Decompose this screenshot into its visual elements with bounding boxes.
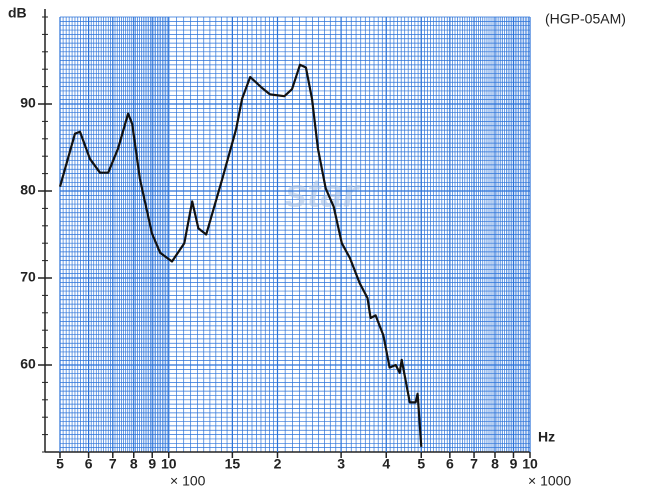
x-axis-label: Hz bbox=[538, 429, 555, 445]
response-curve bbox=[58, 63, 423, 447]
x-tick-label: 9 bbox=[510, 456, 518, 472]
x-tick-label: 4 bbox=[382, 456, 390, 472]
x-tick-label: 10 bbox=[522, 456, 538, 472]
x-tick-label: 7 bbox=[470, 456, 478, 472]
x-tick-label: 7 bbox=[109, 456, 117, 472]
y-axis-label: dB bbox=[8, 5, 27, 21]
x-tick-label: 2 bbox=[274, 456, 282, 472]
x-tick-label: 9 bbox=[148, 456, 156, 472]
x-tick-label: 5 bbox=[56, 456, 64, 472]
x-tick-label: 5 bbox=[417, 456, 425, 472]
y-tick-label: 70 bbox=[20, 269, 36, 285]
y-tick-label: 80 bbox=[20, 182, 36, 198]
y-tick-label: 90 bbox=[20, 95, 36, 111]
x-tick-label: 3 bbox=[337, 456, 345, 472]
minor-grid bbox=[59, 16, 531, 453]
x-multiplier: × 100 bbox=[170, 473, 206, 489]
x-tick-label: 8 bbox=[130, 456, 138, 472]
y-tick-label: 60 bbox=[20, 356, 36, 372]
x-tick-label: 15 bbox=[225, 456, 241, 472]
x-tick-label: 8 bbox=[491, 456, 499, 472]
x-tick-label: 10 bbox=[161, 456, 177, 472]
x-multiplier: × 1000 bbox=[528, 473, 571, 489]
model-label: (HGP-05AM) bbox=[545, 11, 626, 27]
x-tick-label: 6 bbox=[446, 456, 454, 472]
x-tick-label: 6 bbox=[85, 456, 93, 472]
